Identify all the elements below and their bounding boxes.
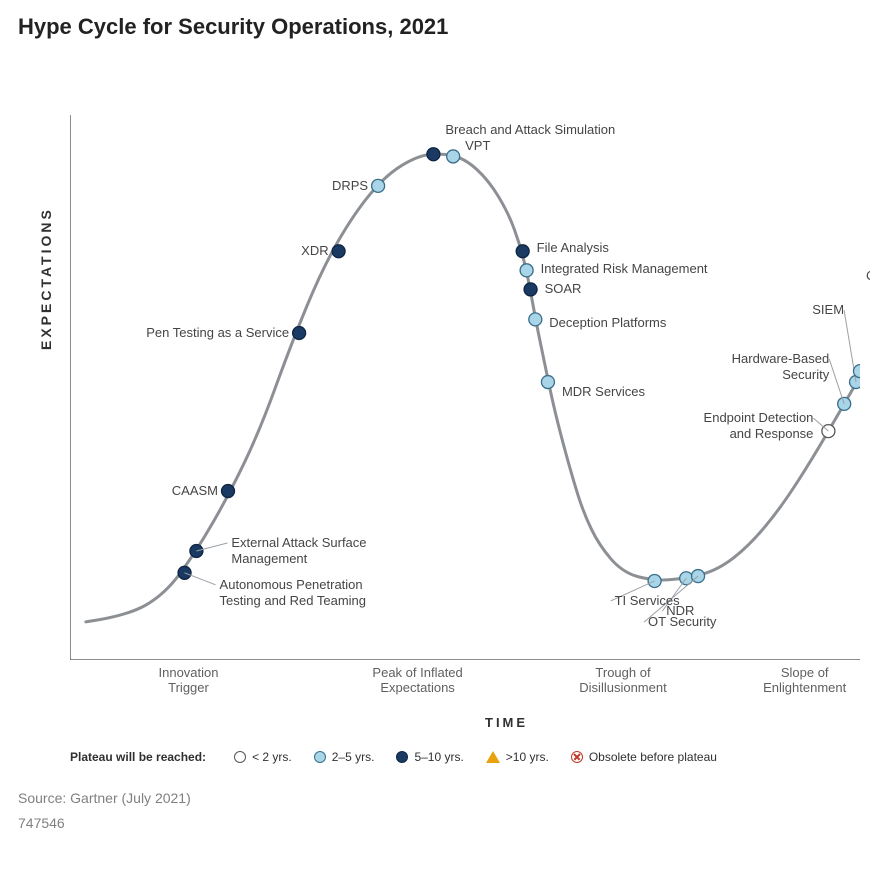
phase-label: Peak of InflatedExpectations [358,665,478,695]
datapoint-label: OT Security [648,614,716,630]
legend-swatch [234,751,246,763]
hype-cycle-chart: Autonomous PenetrationTesting and Red Te… [70,115,860,660]
figure-id: 747546 [18,815,65,831]
datapoint-label: VPT [465,138,490,154]
y-axis-label: EXPECTATIONS [38,207,54,350]
legend-swatch [396,751,408,763]
legend-swatch [314,751,326,763]
legend-item: >10 yrs. [486,750,549,764]
datapoint-label: Hardware-BasedSecurity [732,351,830,384]
datapoint-label: Integrated Risk Management [541,261,708,277]
source-line: Source: Gartner (July 2021) [18,790,191,806]
datapoint-label: XDR [301,243,328,259]
datapoint-label: External Attack SurfaceManagement [231,535,366,568]
legend-intro: Plateau will be reached: [70,750,206,764]
datapoint-label: CA [866,268,870,284]
legend: Plateau will be reached: < 2 yrs. 2–5 yr… [70,750,860,764]
phase-label: Slope ofEnlightenment [745,665,865,695]
phase-label: Trough ofDisillusionment [563,665,683,695]
legend-item: < 2 yrs. [234,750,292,764]
legend-item: Obsolete before plateau [571,750,717,764]
datapoint-label: File Analysis [537,240,609,256]
datapoint-label: Endpoint Detectionand Response [704,410,814,443]
phase-label: InnovationTrigger [129,665,249,695]
datapoint-label: Autonomous PenetrationTesting and Red Te… [220,577,366,610]
datapoint-label: MDR Services [562,384,645,400]
chart-title: Hype Cycle for Security Operations, 2021 [18,14,448,40]
legend-swatch [571,751,583,763]
datapoint-label: SOAR [545,281,582,297]
datapoint-label: Pen Testing as a Service [146,325,289,341]
legend-swatch [486,751,500,763]
datapoint-label: SIEM [812,302,844,318]
datapoint-label: Breach and Attack Simulation [445,122,615,138]
phase-labels: InnovationTrigger Peak of InflatedExpecta… [70,665,860,705]
chart-svg [70,115,860,660]
legend-item: 2–5 yrs. [314,750,375,764]
datapoint-label: CAASM [172,483,218,499]
datapoint-label: DRPS [332,178,368,194]
legend-item: 5–10 yrs. [396,750,463,764]
x-axis-label: TIME [485,715,528,730]
datapoint-label: Deception Platforms [549,315,666,331]
